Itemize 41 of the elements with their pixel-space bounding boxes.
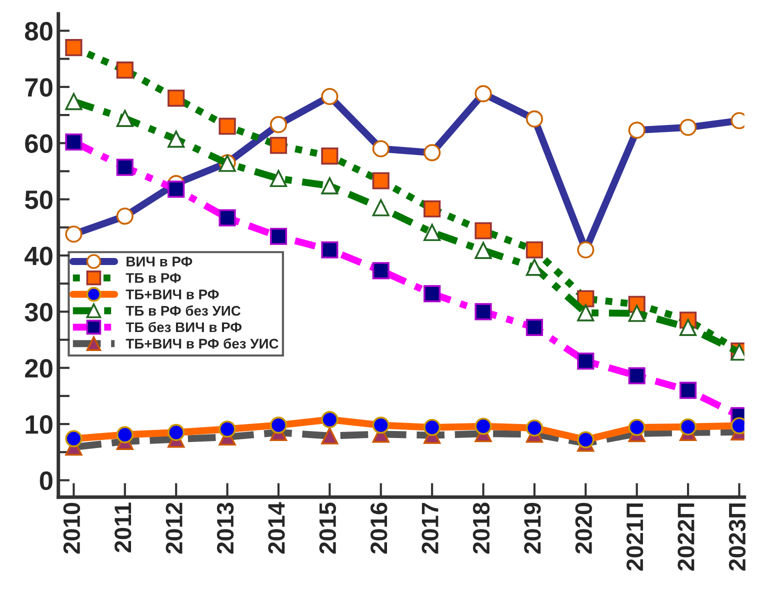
legend-label: ТБ+ВИЧ в РФ [126,290,219,300]
point [321,177,338,194]
x-tick-label: 2010 [63,502,80,554]
point [116,110,134,127]
x-tick-label: 2011 [114,502,132,552]
x-tick-label: 2022П [678,504,694,571]
y-tick-label: 50 [24,190,52,210]
x-tick-label: 2019 [524,502,541,554]
x-tick-label: 2015 [319,502,336,554]
point [526,258,544,276]
legend-label: ТБ+ВИЧ в РФ без УИС [126,338,278,349]
x-tick-label: 2016 [370,502,388,554]
point [628,304,646,322]
x-tick-label: 2023П [728,504,746,571]
point [680,318,697,336]
y-tick-label: 20 [25,359,52,378]
x-tick-label: 2014 [268,502,285,554]
y-tick-label: 80 [24,22,52,41]
x-tick-label: 2020 [575,502,592,554]
legend-label: ВИЧ в РФ [126,256,192,266]
point [577,304,594,322]
legend-label: ТБ без ВИЧ в РФ [126,322,242,332]
point [474,242,492,259]
legend-label: ТБ в РФ [126,273,181,283]
y-tick-label: 60 [25,134,52,153]
y-tick-label: 40 [24,246,52,266]
x-tick-label: 2013 [216,502,234,554]
x-tick-label: 2017 [422,502,438,554]
y-tick-label: 70 [25,78,52,97]
point [372,199,390,216]
point [424,224,441,241]
y-tick-label: 0 [40,471,52,490]
point [65,93,82,110]
point [270,170,288,188]
x-tick-label: 2018 [472,502,490,554]
y-tick-label: 10 [26,415,52,434]
point [168,130,185,148]
y-tick-label: 30 [24,302,52,322]
x-tick-label: 2012 [166,502,182,554]
legend-label: ТБ в РФ без УИС [126,305,241,316]
x-tick-label: 2021П [626,504,644,571]
